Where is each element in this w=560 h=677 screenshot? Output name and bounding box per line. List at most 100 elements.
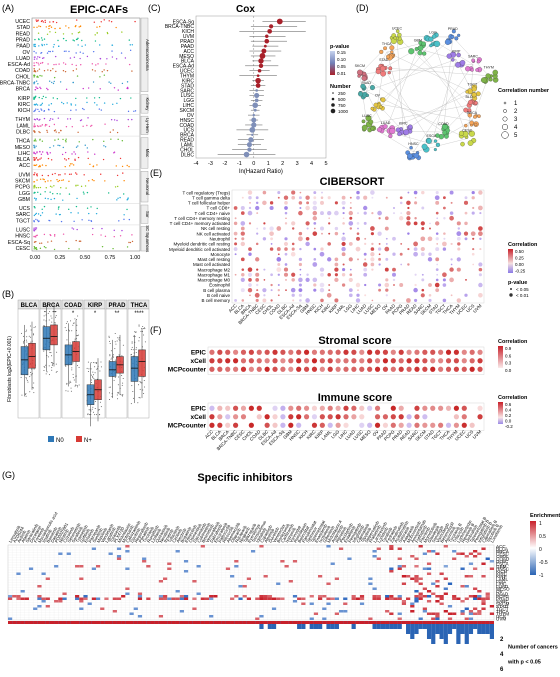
chart-a-tick-label: SARC (16, 212, 31, 218)
chart-e-cell (364, 258, 367, 261)
chart-e-cell (248, 252, 252, 256)
chart-a-point (47, 63, 49, 65)
chart-a-point (41, 102, 44, 105)
chart-f-cell (461, 349, 467, 355)
chart-d-node (468, 99, 473, 105)
chart-f-cell (390, 422, 396, 428)
chart-e-cell (334, 298, 339, 303)
chart-d-node (431, 34, 437, 39)
chart-f-cell (398, 414, 404, 420)
chart-f-cell (319, 405, 325, 411)
chart-e-cell (341, 200, 346, 205)
chart-a-point (71, 153, 73, 155)
chart-e-cell (248, 222, 252, 225)
chart-e-cell (262, 288, 267, 293)
chart-b-point (70, 320, 72, 322)
chart-g-cell (62, 597, 67, 600)
chart-g-cell (146, 597, 151, 600)
chart-g-cell (485, 592, 490, 595)
chart-b-legend-swatch (76, 436, 82, 442)
chart-a-tick-label: BLCA (16, 157, 30, 163)
chart-b-point (135, 351, 137, 353)
chart-e-cell (456, 257, 461, 262)
chart-a-point (93, 102, 96, 104)
chart-g-count-bar (372, 621, 377, 629)
chart-d-node (476, 91, 481, 97)
chart-a-point (92, 165, 95, 167)
chart-b-point (74, 338, 76, 340)
chart-e-cell (456, 221, 461, 226)
chart-c-point (246, 142, 253, 148)
chart-b-legend-label: N0 (56, 438, 64, 444)
chart-a-point (39, 62, 42, 65)
chart-a-point (47, 88, 49, 91)
chart-a-point (61, 153, 64, 156)
chart-b-point (45, 364, 47, 366)
chart-e-cell (471, 196, 475, 200)
chart-c-point (255, 83, 261, 88)
chart-e-cell (247, 287, 253, 293)
chart-a-point (121, 140, 124, 142)
chart-a-point (35, 86, 37, 88)
chart-e-cell (276, 257, 282, 262)
chart-a-point (41, 164, 44, 166)
chart-c-legend-tick: 0.15 (337, 50, 346, 55)
chart-g-cell (372, 595, 377, 598)
chart-e-cell (240, 288, 245, 293)
chart-a-point (33, 214, 36, 217)
chart-g-cell (439, 595, 444, 598)
chart-e-col-label: KICH (313, 303, 324, 314)
chart-g-cell (238, 597, 243, 600)
chart-a-point (86, 124, 88, 127)
chart-g-count-bar (485, 621, 490, 634)
chart-e-cell (443, 237, 446, 240)
chart-a-point (111, 50, 113, 52)
chart-e-cell (233, 206, 238, 210)
chart-e-p-label: < 0.01 (516, 293, 529, 298)
chart-e-cell (320, 272, 324, 277)
chart-a-point (36, 58, 38, 60)
chart-d-node (408, 48, 415, 55)
chart-a-point (42, 178, 44, 180)
chart-b-point (90, 368, 92, 370)
chart-a-point (75, 109, 77, 111)
chart-a-point (52, 50, 54, 53)
chart-a-point (46, 87, 48, 90)
chart-b-point (54, 311, 56, 313)
chart-g-cell (58, 600, 63, 603)
chart-g-cell (401, 575, 407, 578)
chart-b-point (86, 367, 88, 369)
chart-a-group-label: Neuronal (145, 178, 150, 195)
chart-e-cell (240, 226, 245, 231)
chart-g-cell (171, 597, 176, 600)
chart-g-cell (431, 592, 436, 595)
chart-g-cell (45, 597, 50, 600)
chart-g-count-top (28, 621, 34, 624)
chart-a-point (37, 213, 40, 215)
chart-a-point (62, 146, 65, 149)
chart-d-edge (366, 104, 471, 125)
chart-f-cell (453, 358, 459, 364)
chart-b-point (114, 348, 116, 350)
chart-e-cell (319, 251, 325, 257)
chart-e-cell (421, 190, 425, 195)
chart-e-cell (407, 232, 410, 235)
chart-e-cell (313, 191, 317, 195)
chart-a-point (69, 118, 72, 120)
chart-e-cell (414, 196, 417, 199)
chart-b-point (88, 409, 90, 411)
chart-g-count-top (188, 621, 193, 624)
chart-a-title: EPIC-CAFs (70, 4, 128, 16)
chart-e-cell (299, 206, 302, 209)
chart-e-cell (341, 195, 346, 200)
chart-b-point (29, 391, 31, 393)
chart-a-point (54, 139, 56, 141)
chart-g-cell (125, 545, 130, 548)
chart-f-cell (367, 366, 373, 372)
chart-c-point (252, 113, 256, 117)
chart-e-cell (443, 196, 446, 200)
chart-f-cell (461, 366, 467, 372)
chart-d-node (463, 107, 469, 113)
chart-a-point (127, 197, 129, 199)
chart-e-cell (291, 190, 296, 195)
